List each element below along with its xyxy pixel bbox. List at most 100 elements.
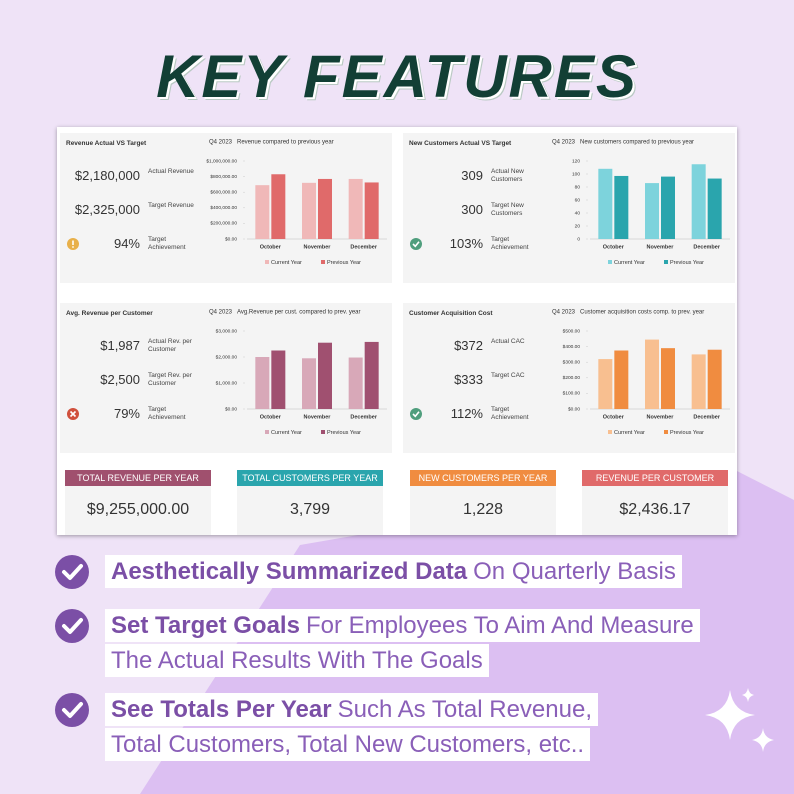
page-title: KEY FEATURES — [156, 43, 638, 110]
y-tick-label: 120 — [572, 158, 580, 164]
feature-text: Aesthetically Summarized Data On Quarterl… — [105, 555, 682, 588]
total-value: 1,228 — [462, 501, 504, 518]
chart-title: Customer acquisition costs comp. to prev… — [580, 310, 704, 316]
metric-label: Target Achievement — [491, 236, 529, 251]
y-tick-label: $3,000.00 — [216, 328, 238, 334]
bar — [348, 357, 363, 409]
bar — [707, 178, 722, 239]
check-circle — [55, 609, 89, 643]
bar — [318, 342, 332, 409]
bar — [364, 341, 379, 409]
status-glyph — [69, 410, 77, 418]
total-value: $2,436.17 — [619, 501, 691, 518]
x-tick-label: November — [647, 414, 675, 420]
total-value: 3,799 — [289, 501, 331, 518]
y-tick-label: 20 — [575, 223, 581, 229]
x-tick-label: December — [693, 244, 720, 250]
panel: Customer Acquisition Cost $372 Actual CAC $… — [403, 303, 735, 453]
total-label: NEW CUSTOMERS PER YEAR — [410, 470, 556, 486]
y-tick-label: 40 — [575, 210, 581, 216]
bar — [661, 348, 675, 409]
legend-label: Current Year — [614, 260, 645, 266]
metric-value: $372 — [454, 338, 483, 353]
feature-line: For Employees To Aim And Measure — [305, 612, 694, 639]
check-icon — [55, 555, 89, 589]
metric-value: $2,500 — [100, 372, 140, 387]
bar — [255, 357, 270, 409]
check-mark — [62, 702, 83, 718]
feature-line: Total Customers, Total New Customers, et… — [111, 731, 585, 758]
metric-value: 112% — [450, 406, 483, 421]
check-icon — [55, 693, 89, 727]
feature-bold: Set Target Goals — [111, 612, 300, 639]
metric-label: Actual Revenue — [148, 168, 194, 175]
x-tick-label: December — [693, 414, 720, 420]
total-label: TOTAL CUSTOMERS PER YEAR — [237, 470, 383, 486]
total-label: REVENUE PER CUSTOMER — [582, 470, 728, 486]
legend-swatch — [265, 260, 269, 264]
y-tick-label: 60 — [575, 197, 581, 203]
panel-title: Customer Acquisition Cost — [409, 310, 493, 317]
x-tick-label: November — [647, 244, 675, 250]
legend-label: Current Year — [271, 430, 302, 436]
total-value: $9,255,000.00 — [86, 501, 190, 518]
total-card: TOTAL REVENUE PER YEAR $9,255,000.00 — [65, 470, 211, 535]
y-tick-label: $800,000.00 — [210, 174, 237, 180]
metric-label: Actual Rev. per Customer — [148, 338, 192, 353]
chart: Q4 2023 Customer acquisition costs comp. … — [552, 310, 730, 436]
bar — [661, 176, 675, 239]
bar — [302, 182, 316, 239]
legend-label: Current Year — [614, 430, 645, 436]
check-circle — [55, 693, 89, 727]
feature-text: Set Target Goals For Employees To Aim And… — [105, 609, 700, 677]
x-tick-label: December — [350, 244, 377, 250]
bar — [614, 175, 629, 239]
y-tick-label: $2,000.00 — [216, 354, 238, 360]
y-tick-label: $100.00 — [563, 391, 581, 397]
feature-item: See Totals Per Year Such As Total Revenue… — [105, 692, 598, 762]
feature-line: On Quarterly Basis — [473, 558, 676, 585]
legend-swatch — [664, 260, 668, 264]
panel: New Customers Actual VS Target 309 Actual … — [403, 133, 735, 283]
legend-swatch — [321, 260, 325, 264]
feature-item: Set Target Goals For Employees To Aim And… — [105, 608, 700, 678]
metric-value: $2,180,000 — [74, 168, 140, 183]
bar — [318, 178, 332, 239]
bar — [302, 358, 316, 409]
y-tick-label: $600,000.00 — [210, 189, 237, 195]
legend-swatch — [608, 260, 612, 264]
legend-label: Previous Year — [670, 260, 704, 266]
feature-bold: See Totals Per Year — [111, 696, 332, 723]
total-card: TOTAL CUSTOMERS PER YEAR 3,799 — [237, 470, 383, 535]
y-tick-label: $300.00 — [563, 359, 581, 365]
metric-label: Target CAC — [491, 372, 525, 379]
bar — [598, 359, 613, 409]
check-mark — [62, 618, 83, 634]
y-tick-label: $200.00 — [563, 375, 581, 381]
status-indicator — [410, 238, 422, 250]
bar — [645, 183, 659, 239]
bar — [271, 174, 286, 239]
chart-subtitle: Q4 2023 — [552, 140, 576, 146]
dashboard: Revenue Actual VS Target $2,180,000 Actual… — [57, 127, 737, 535]
status-indicator — [67, 238, 79, 250]
legend-label: Previous Year — [327, 430, 361, 436]
panel-title: New Customers Actual VS Target — [409, 140, 512, 147]
metric-label: Target Achievement — [491, 406, 529, 421]
panel-title: Revenue Actual VS Target — [66, 140, 147, 147]
check-icon — [55, 609, 89, 643]
metric-value: 309 — [461, 168, 483, 183]
feature-text: See Totals Per Year Such As Total Revenue… — [105, 693, 598, 761]
legend-label: Current Year — [271, 260, 302, 266]
metric-value: $2,325,000 — [74, 202, 140, 217]
chart: Q4 2023 New customers compared to previou… — [552, 140, 730, 266]
feature-line: The Actual Results With The Goals — [111, 647, 483, 674]
bar — [614, 350, 629, 409]
metric-value: 300 — [461, 202, 483, 217]
x-tick-label: November — [304, 244, 332, 250]
metric-label: Actual CAC — [491, 338, 525, 345]
metric-label: Target Revenue — [148, 202, 194, 209]
chart-title: Revenue compared to previous year — [237, 140, 334, 146]
y-tick-label: $1,000,000.00 — [206, 158, 237, 164]
status-icon — [410, 408, 422, 420]
